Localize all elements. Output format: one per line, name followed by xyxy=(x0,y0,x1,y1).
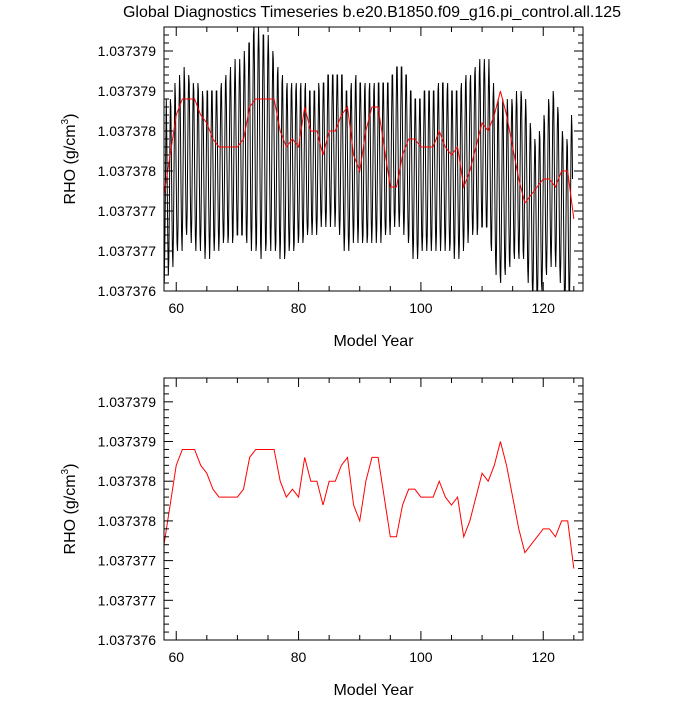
y-axis-label-main: RHO (g/cm xyxy=(62,124,79,204)
series-line-monthly-1 xyxy=(164,27,574,291)
y-tick-label: 1.037377 xyxy=(98,553,157,569)
y-tick-label: 1.037379 xyxy=(98,83,157,99)
x-tick-label: 60 xyxy=(168,649,184,665)
y-axis-label: RHO (g/cm3) xyxy=(60,464,79,555)
y-tick-label: 1.037378 xyxy=(98,473,157,489)
x-tick-label: 120 xyxy=(532,300,556,316)
figure-title: Global Diagnostics Timeseries b.e20.B185… xyxy=(123,4,621,21)
y-tick-label: 1.037376 xyxy=(98,632,157,648)
chart-panel-2: 60 80 100 120 1.037376 1.037377 1.037377 1.0373… xyxy=(60,377,584,699)
y-axis-label: RHO (g/cm3) xyxy=(60,114,79,205)
x-axis-label: Model Year xyxy=(333,682,414,699)
y-tick-label: 1.037379 xyxy=(98,394,157,410)
x-tick-label: 120 xyxy=(532,649,556,665)
x-tick-label: 80 xyxy=(291,300,307,316)
plot-frame xyxy=(163,26,584,292)
plot-frame xyxy=(163,377,584,641)
x-axis-label: Model Year xyxy=(333,333,414,350)
y-axis-label-sup: 3 xyxy=(60,118,71,124)
x-tick-label: 60 xyxy=(168,300,184,316)
y-tick-label: 1.037377 xyxy=(98,592,157,608)
y-tick-label: 1.037378 xyxy=(98,163,157,179)
y-axis-label-close: ) xyxy=(62,464,79,469)
y-tick-label: 1.037378 xyxy=(98,123,157,139)
y-tick-label: 1.037379 xyxy=(98,43,157,59)
y-tick-label: 1.037378 xyxy=(98,513,157,529)
x-tick-label: 100 xyxy=(409,649,433,665)
chart-panel-1: 60 80 100 120 1.037376 1.037377 1.037377 1.0373… xyxy=(60,26,584,350)
y-tick-label: 1.037377 xyxy=(98,243,157,259)
y-axis-label-main: RHO (g/cm xyxy=(62,474,79,554)
series-line-annual-mean-1 xyxy=(164,441,575,569)
series-line-annual-mean-2 xyxy=(164,90,575,220)
y-tick-label: 1.037377 xyxy=(98,203,157,219)
y-axis-label-close: ) xyxy=(62,114,79,119)
y-tick-label: 1.037376 xyxy=(98,283,157,299)
y-tick-label: 1.037379 xyxy=(98,434,157,450)
y-axis-label-sup: 3 xyxy=(60,468,71,474)
x-tick-label: 100 xyxy=(409,300,433,316)
x-tick-label: 80 xyxy=(291,649,307,665)
